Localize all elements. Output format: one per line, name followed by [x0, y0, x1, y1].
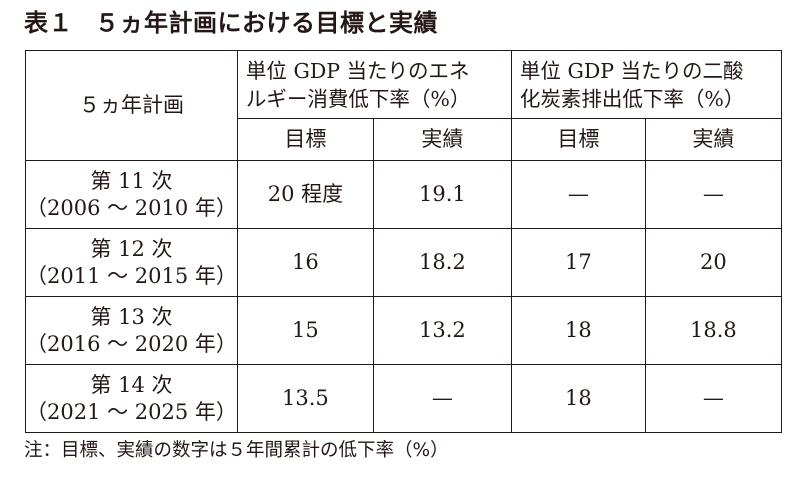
plan-period: （2021 ～ 2025 年） — [26, 399, 237, 424]
energy-header-line2: ルギー消費低下率（%） — [245, 86, 471, 111]
co2-target-cell: 17 — [510, 228, 646, 297]
plan-name: 第 12 次 — [90, 236, 173, 261]
energy-actual-header: 実績 — [372, 118, 512, 161]
co2-target-cell: — — [510, 160, 646, 229]
energy-target-cell: 20 程度 — [236, 160, 374, 229]
plan-name: 第 14 次 — [90, 372, 173, 397]
co2-actual-cell: 20 — [644, 228, 782, 297]
co2-target-cell: 18 — [510, 296, 646, 365]
plan-name: 第 13 次 — [90, 304, 173, 329]
energy-target-cell: 13.5 — [236, 364, 374, 433]
table-title-text: ５ヵ年計画における目標と実績 — [95, 9, 438, 37]
energy-actual-cell: 18.2 — [372, 228, 512, 297]
energy-target-cell: 16 — [236, 228, 374, 297]
energy-target-cell: 15 — [236, 296, 374, 365]
plan-cell: 第 14 次 （2021 ～ 2025 年） — [25, 364, 238, 433]
plan-column-header: ５ヵ年計画 — [25, 50, 238, 161]
co2-actual-cell: — — [644, 160, 782, 229]
co2-target-cell: 18 — [510, 364, 646, 433]
plan-cell: 第 12 次 （2011 ～ 2015 年） — [25, 228, 238, 297]
energy-actual-cell: 19.1 — [372, 160, 512, 229]
energy-target-header: 目標 — [236, 118, 374, 161]
plan-name: 第 11 次 — [90, 168, 173, 193]
co2-target-header: 目標 — [510, 118, 646, 161]
table-row: 第 13 次 （2016 ～ 2020 年） 15 13.2 18 18.8 — [25, 296, 782, 365]
plan-cell: 第 13 次 （2016 ～ 2020 年） — [25, 296, 238, 365]
table-number: 表１ — [24, 9, 73, 37]
co2-header-line2: 化炭素排出低下率（%） — [519, 86, 745, 111]
plan-cell: 第 11 次 （2006 ～ 2010 年） — [25, 160, 238, 229]
energy-header-line1: 単位 GDP 当たりのエネ — [245, 58, 470, 83]
plan-period: （2016 ～ 2020 年） — [26, 331, 237, 356]
co2-header-line1: 単位 GDP 当たりの二酸 — [519, 58, 744, 83]
energy-actual-cell: — — [372, 364, 512, 433]
table-row: 第 11 次 （2006 ～ 2010 年） 20 程度 19.1 — — — [25, 160, 782, 229]
table-row: 第 12 次 （2011 ～ 2015 年） 16 18.2 17 20 — [25, 228, 782, 297]
energy-actual-cell: 13.2 — [372, 296, 512, 365]
table-row: 第 14 次 （2021 ～ 2025 年） 13.5 — 18 — — [25, 364, 782, 433]
footnote: 注：目標、実績の数字は５年間累計の低下率（%） — [24, 440, 449, 461]
energy-group-header: 単位 GDP 当たりのエネ ルギー消費低下率（%） — [236, 50, 512, 119]
table-title: 表１ ５ヵ年計画における目標と実績 — [24, 6, 438, 40]
co2-group-header: 単位 GDP 当たりの二酸 化炭素排出低下率（%） — [510, 50, 782, 119]
header-row-1: ５ヵ年計画 単位 GDP 当たりのエネ ルギー消費低下率（%） 単位 GDP 当… — [25, 50, 782, 161]
co2-actual-cell: — — [644, 364, 782, 433]
co2-actual-header: 実績 — [644, 118, 782, 161]
co2-actual-cell: 18.8 — [644, 296, 782, 365]
plan-period: （2011 ～ 2015 年） — [26, 263, 237, 288]
targets-results-table: ５ヵ年計画 単位 GDP 当たりのエネ ルギー消費低下率（%） 単位 GDP 当… — [25, 50, 782, 433]
plan-period: （2006 ～ 2010 年） — [26, 195, 237, 220]
